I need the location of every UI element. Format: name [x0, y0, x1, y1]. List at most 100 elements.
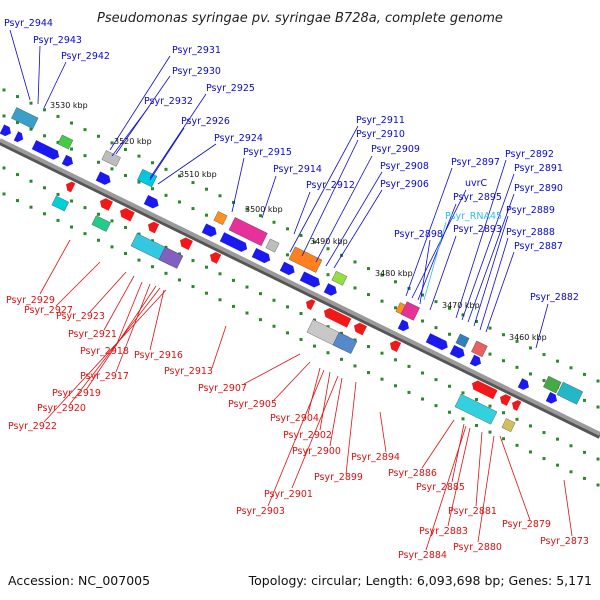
forward-gene-arrow [61, 154, 73, 167]
tick-mark [367, 293, 370, 297]
gene-label[interactable]: Psyr_2914 [273, 164, 322, 175]
gene-label[interactable]: Psyr_2887 [514, 241, 563, 252]
genome-backbone [0, 138, 600, 436]
gene-label[interactable]: Psyr_2892 [505, 149, 554, 160]
gene-label[interactable]: Psyr_2921 [68, 329, 117, 340]
gene-label[interactable]: Psyr_2931 [172, 45, 221, 56]
tick-mark [340, 357, 343, 361]
gene-label[interactable]: Psyr_2883 [419, 526, 468, 537]
gene-label[interactable]: Psyr_2929 [6, 295, 55, 306]
gene-label[interactable]: Psyr_2894 [351, 452, 400, 463]
gene-label[interactable]: Psyr_2942 [61, 51, 110, 62]
gene-label[interactable]: Psyr_2918 [80, 346, 129, 357]
gene-label[interactable]: Psyr_2930 [172, 66, 221, 77]
gene-label[interactable]: Psyr_2909 [371, 144, 420, 155]
gene-label[interactable]: Psyr_2891 [514, 163, 563, 174]
gene-label[interactable]: Psyr_2880 [453, 542, 502, 553]
gene-label[interactable]: Psyr_2893 [453, 224, 502, 235]
gene-label[interactable]: Psyr_2904 [270, 413, 319, 424]
gene-label[interactable]: Psyr_2922 [8, 421, 57, 432]
leader-line [447, 427, 471, 527]
tick-mark [461, 417, 465, 421]
gene-label[interactable]: Psyr_2897 [451, 157, 500, 168]
gene-label[interactable]: Psyr_RNA45 [445, 211, 502, 222]
tick-mark [29, 127, 33, 131]
gene-label[interactable]: Psyr_2905 [228, 399, 277, 410]
feature-block [543, 375, 562, 394]
tick-mark [367, 267, 370, 271]
tick-mark [164, 167, 168, 171]
gene-label[interactable]: Psyr_2879 [502, 519, 551, 530]
tick-mark [380, 377, 384, 381]
leader-line [39, 239, 71, 295]
gene-label[interactable]: Psyr_2923 [56, 311, 105, 322]
gene-label[interactable]: Psyr_2901 [264, 489, 313, 500]
feature-block [556, 381, 584, 405]
gene-label[interactable]: Psyr_2926 [181, 116, 230, 127]
gene-label[interactable]: Psyr_2917 [80, 371, 129, 382]
leader-line [477, 435, 495, 543]
tick-mark [259, 318, 262, 322]
gene-label[interactable]: Psyr_2915 [243, 147, 292, 158]
gene-label[interactable]: Psyr_2924 [214, 133, 263, 144]
gene-label[interactable]: Psyr_2902 [283, 430, 332, 441]
tick-mark [340, 331, 343, 335]
gene-label[interactable]: Psyr_2882 [530, 292, 579, 303]
gene-label[interactable]: Psyr_2906 [380, 179, 429, 190]
gene-label[interactable]: Psyr_2913 [164, 366, 213, 377]
forward-gene-arrow-shape [425, 333, 448, 351]
feature-layer [0, 107, 584, 433]
gene-label[interactable]: Psyr_2910 [356, 129, 405, 140]
gene-label[interactable]: Psyr_2908 [380, 161, 429, 172]
gene-label[interactable]: Psyr_2898 [394, 229, 443, 240]
tick-mark [191, 285, 195, 289]
gene-label[interactable]: Psyr_2895 [453, 192, 502, 203]
feature-block [454, 393, 498, 425]
gene-label[interactable]: Psyr_2888 [506, 227, 555, 238]
gene-label[interactable]: Psyr_2884 [398, 550, 447, 561]
tick-mark [556, 463, 559, 467]
feature-block-body [454, 393, 498, 425]
tick-mark [272, 298, 276, 302]
gene-label[interactable]: Psyr_2907 [198, 383, 247, 394]
gene-label[interactable]: Psyr_2900 [292, 446, 341, 457]
gene-label[interactable]: Psyr_2886 [388, 468, 437, 479]
tick-mark [529, 372, 532, 376]
gene-label[interactable]: Psyr_2925 [206, 83, 255, 94]
gene-label[interactable]: Psyr_2920 [37, 403, 86, 414]
gene-label[interactable]: Psyr_2881 [448, 506, 497, 517]
gene-label[interactable]: Psyr_2944 [4, 18, 53, 29]
leader-line [273, 361, 311, 401]
gene-label[interactable]: Psyr_2885 [416, 482, 465, 493]
gene-label[interactable]: Psyr_2873 [540, 536, 589, 547]
gene-label[interactable]: Psyr_2903 [236, 506, 285, 517]
tick-mark [407, 364, 411, 368]
gene-label[interactable]: Psyr_2889 [506, 205, 555, 216]
gene-label[interactable]: Psyr_2899 [314, 472, 363, 483]
gene-label[interactable]: Psyr_2911 [356, 115, 405, 126]
gene-label[interactable]: Psyr_2943 [33, 35, 82, 46]
tick-mark [394, 306, 397, 310]
map-title: Pseudomonas syringae pv. syringae B728a,… [97, 11, 503, 26]
gene-label[interactable]: Psyr_2912 [306, 180, 355, 191]
scale-label: 3510 kbp [179, 170, 217, 179]
leader-line [485, 251, 515, 333]
tick-mark [448, 332, 451, 336]
reverse-gene-arrow [472, 380, 498, 400]
leader-line [451, 423, 465, 483]
tick-mark [151, 265, 154, 269]
gene-label[interactable]: Psyr_2916 [134, 350, 183, 361]
reverse-gene-arrow [120, 208, 135, 222]
gene-label[interactable]: Psyr_2919 [52, 388, 101, 399]
gene-label[interactable]: Psyr_2890 [514, 183, 563, 194]
tick-mark [70, 225, 73, 229]
tick-mark [326, 351, 330, 355]
tick-mark [151, 239, 154, 243]
gene-label[interactable]: Psyr_2927 [24, 305, 73, 316]
feature-block [91, 215, 111, 232]
gene-label[interactable]: uvrC [465, 178, 488, 189]
forward-gene-arrow-shape [13, 131, 24, 143]
gene-label[interactable]: Psyr_2932 [144, 96, 193, 107]
tick-mark [218, 298, 222, 302]
